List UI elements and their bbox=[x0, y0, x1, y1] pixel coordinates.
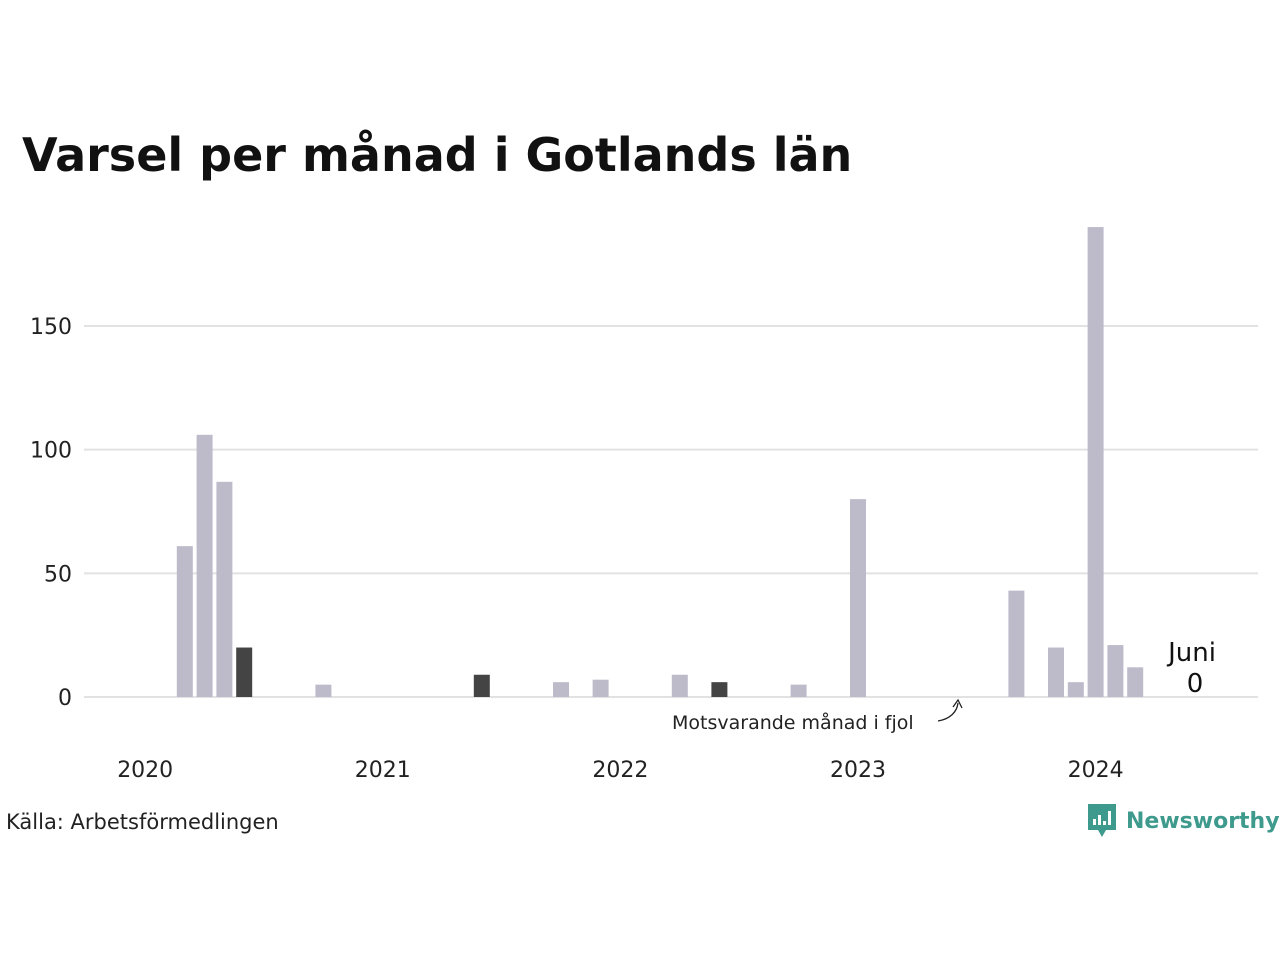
bar-2023-11 bbox=[1048, 647, 1064, 697]
bar-2022-06 bbox=[711, 682, 728, 697]
bar-2020-05 bbox=[216, 481, 233, 697]
bar-2024-03 bbox=[1127, 667, 1144, 697]
chart-title: Varsel per månad i Gotlands län bbox=[22, 128, 853, 182]
newsworthy-logo-icon bbox=[1088, 804, 1116, 837]
x-tick-2022: 2022 bbox=[592, 758, 648, 783]
y-tick-0: 0 bbox=[58, 686, 72, 711]
x-tick-2020: 2020 bbox=[117, 758, 173, 783]
bars bbox=[176, 227, 1144, 698]
last-month-label: Juni bbox=[1166, 638, 1216, 668]
annotation-arrow bbox=[937, 702, 959, 722]
bar-2023-09 bbox=[1008, 590, 1025, 697]
bar-2021-12 bbox=[592, 679, 609, 697]
annotation-arrowhead bbox=[952, 698, 963, 709]
y-tick-50: 50 bbox=[44, 562, 72, 587]
y-tick-100: 100 bbox=[30, 439, 72, 464]
last-month-value: 0 bbox=[1187, 669, 1204, 699]
brand-logo[interactable]: Newsworthy bbox=[1086, 802, 1280, 840]
bar-2023-12 bbox=[1067, 682, 1084, 697]
gridlines bbox=[84, 325, 1258, 698]
x-tick-2023: 2023 bbox=[830, 758, 886, 783]
bar-2020-04 bbox=[196, 434, 213, 697]
bar-2024-02 bbox=[1107, 645, 1124, 697]
brand-name: Newsworthy bbox=[1126, 808, 1280, 834]
bar-2020-06 bbox=[236, 647, 253, 697]
x-tick-2021: 2021 bbox=[355, 758, 411, 783]
bar-2020-10 bbox=[315, 684, 332, 697]
bar-2020-03 bbox=[176, 546, 193, 697]
bar-2022-10 bbox=[790, 684, 807, 697]
y-axis-ticks: 0 50 100 150 bbox=[30, 315, 72, 711]
bar-2024-01 bbox=[1087, 227, 1104, 698]
x-tick-2024: 2024 bbox=[1068, 758, 1124, 783]
bar-2021-10 bbox=[553, 682, 569, 697]
annotation-label: Motsvarande månad i fjol bbox=[672, 711, 914, 734]
bar-2023-01 bbox=[850, 499, 866, 697]
bar-2021-06 bbox=[473, 674, 490, 697]
bar-2022-04 bbox=[671, 674, 688, 697]
y-tick-150: 150 bbox=[30, 315, 72, 340]
source-note: Källa: Arbetsförmedlingen bbox=[6, 810, 279, 834]
x-axis-ticks: 2020 2021 2022 2023 2024 bbox=[117, 758, 1123, 783]
bar-chart: 0 50 100 150 2020 2021 2022 2023 2024 Motsvaran… bbox=[30, 227, 1258, 783]
